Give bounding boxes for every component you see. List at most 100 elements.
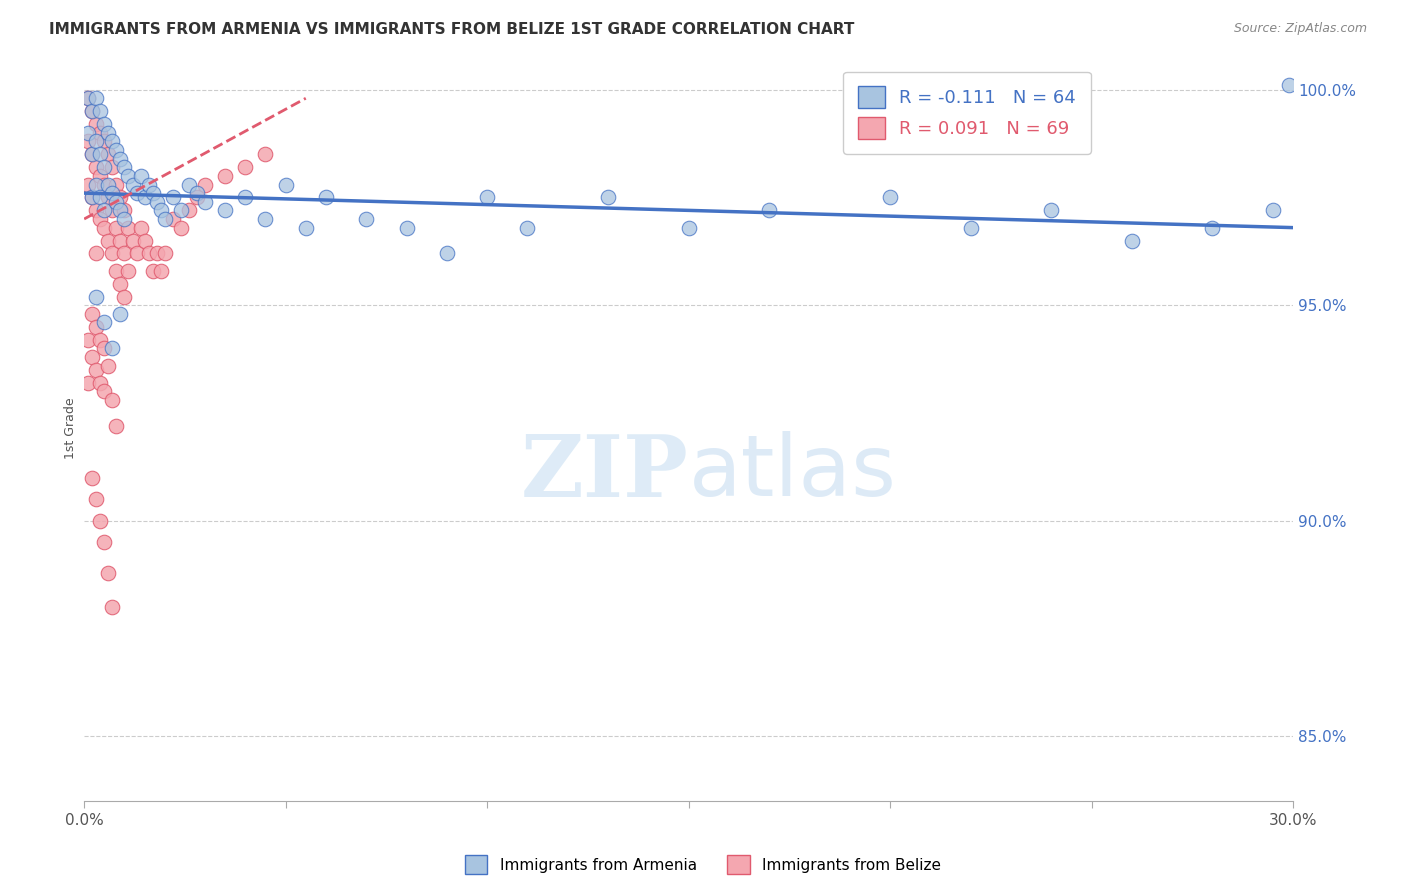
Point (114, 246, 136, 260)
Point (354, 212, 377, 227)
Point (114, 203, 136, 218)
Point (101, 600, 124, 615)
Point (149, 264, 172, 278)
Point (1121, 234, 1143, 248)
Point (97, 566, 120, 580)
Point (93, 117, 115, 131)
Point (138, 178, 160, 192)
Point (84, 161, 107, 175)
Point (274, 178, 297, 192)
Point (105, 264, 128, 278)
Point (77, 91, 100, 105)
Point (89, 190, 111, 204)
Point (84, 290, 107, 304)
Point (89, 212, 111, 227)
Point (114, 290, 136, 304)
Point (82, 147, 104, 161)
Point (77, 135, 100, 149)
Point (101, 135, 124, 149)
Point (97, 190, 120, 204)
Point (170, 203, 193, 218)
Point (1040, 203, 1063, 218)
Point (194, 178, 217, 192)
Point (84, 363, 107, 377)
Point (395, 220, 418, 235)
Point (315, 190, 337, 204)
Point (84, 135, 107, 149)
Point (153, 212, 176, 227)
Point (125, 246, 148, 260)
Point (121, 234, 143, 248)
Point (138, 246, 160, 260)
Point (93, 384, 115, 399)
Point (84, 492, 107, 507)
Point (110, 307, 132, 321)
Point (82, 190, 104, 204)
Point (254, 212, 277, 227)
Point (77, 333, 100, 347)
Point (170, 220, 193, 235)
Point (101, 161, 124, 175)
Point (117, 220, 139, 235)
Legend: Immigrants from Armenia, Immigrants from Belize: Immigrants from Armenia, Immigrants from… (458, 849, 948, 880)
Point (93, 342, 115, 356)
Point (254, 147, 277, 161)
Point (82, 471, 104, 485)
Point (129, 220, 152, 235)
Point (177, 203, 200, 218)
Point (110, 203, 132, 218)
Text: Source: ZipAtlas.com: Source: ZipAtlas.com (1233, 22, 1367, 36)
Point (97, 126, 120, 140)
Point (117, 169, 139, 183)
Point (125, 186, 148, 201)
Point (142, 186, 165, 201)
Point (84, 178, 107, 192)
Point (758, 203, 780, 218)
Point (436, 246, 458, 260)
Point (93, 161, 115, 175)
Point (84, 91, 107, 105)
Y-axis label: 1st Grade: 1st Grade (65, 397, 77, 459)
Point (105, 419, 128, 434)
Point (114, 161, 136, 175)
Point (233, 190, 256, 204)
Point (89, 514, 111, 528)
Point (89, 169, 111, 183)
Point (84, 117, 107, 131)
Text: atlas: atlas (689, 432, 897, 515)
Point (105, 220, 128, 235)
Point (82, 147, 104, 161)
Point (89, 147, 111, 161)
Point (82, 104, 104, 119)
Point (89, 333, 111, 347)
Point (110, 190, 132, 204)
Text: ZIP: ZIP (520, 431, 689, 515)
Point (214, 169, 236, 183)
Point (117, 264, 139, 278)
Point (84, 203, 107, 218)
Point (110, 277, 132, 291)
Point (77, 126, 100, 140)
Point (77, 91, 100, 105)
Point (84, 319, 107, 334)
Point (162, 212, 184, 227)
Point (153, 246, 176, 260)
Point (82, 307, 104, 321)
Point (101, 393, 124, 408)
Point (516, 220, 538, 235)
Point (186, 190, 208, 204)
Point (97, 359, 120, 373)
Point (475, 190, 498, 204)
Point (93, 220, 115, 235)
Point (101, 186, 124, 201)
Point (959, 220, 981, 235)
Point (186, 186, 208, 201)
Point (177, 178, 200, 192)
Point (1278, 78, 1301, 93)
Point (84, 246, 107, 260)
Point (110, 234, 132, 248)
Point (101, 203, 124, 218)
Point (82, 190, 104, 204)
Point (77, 178, 100, 192)
Point (101, 342, 124, 356)
